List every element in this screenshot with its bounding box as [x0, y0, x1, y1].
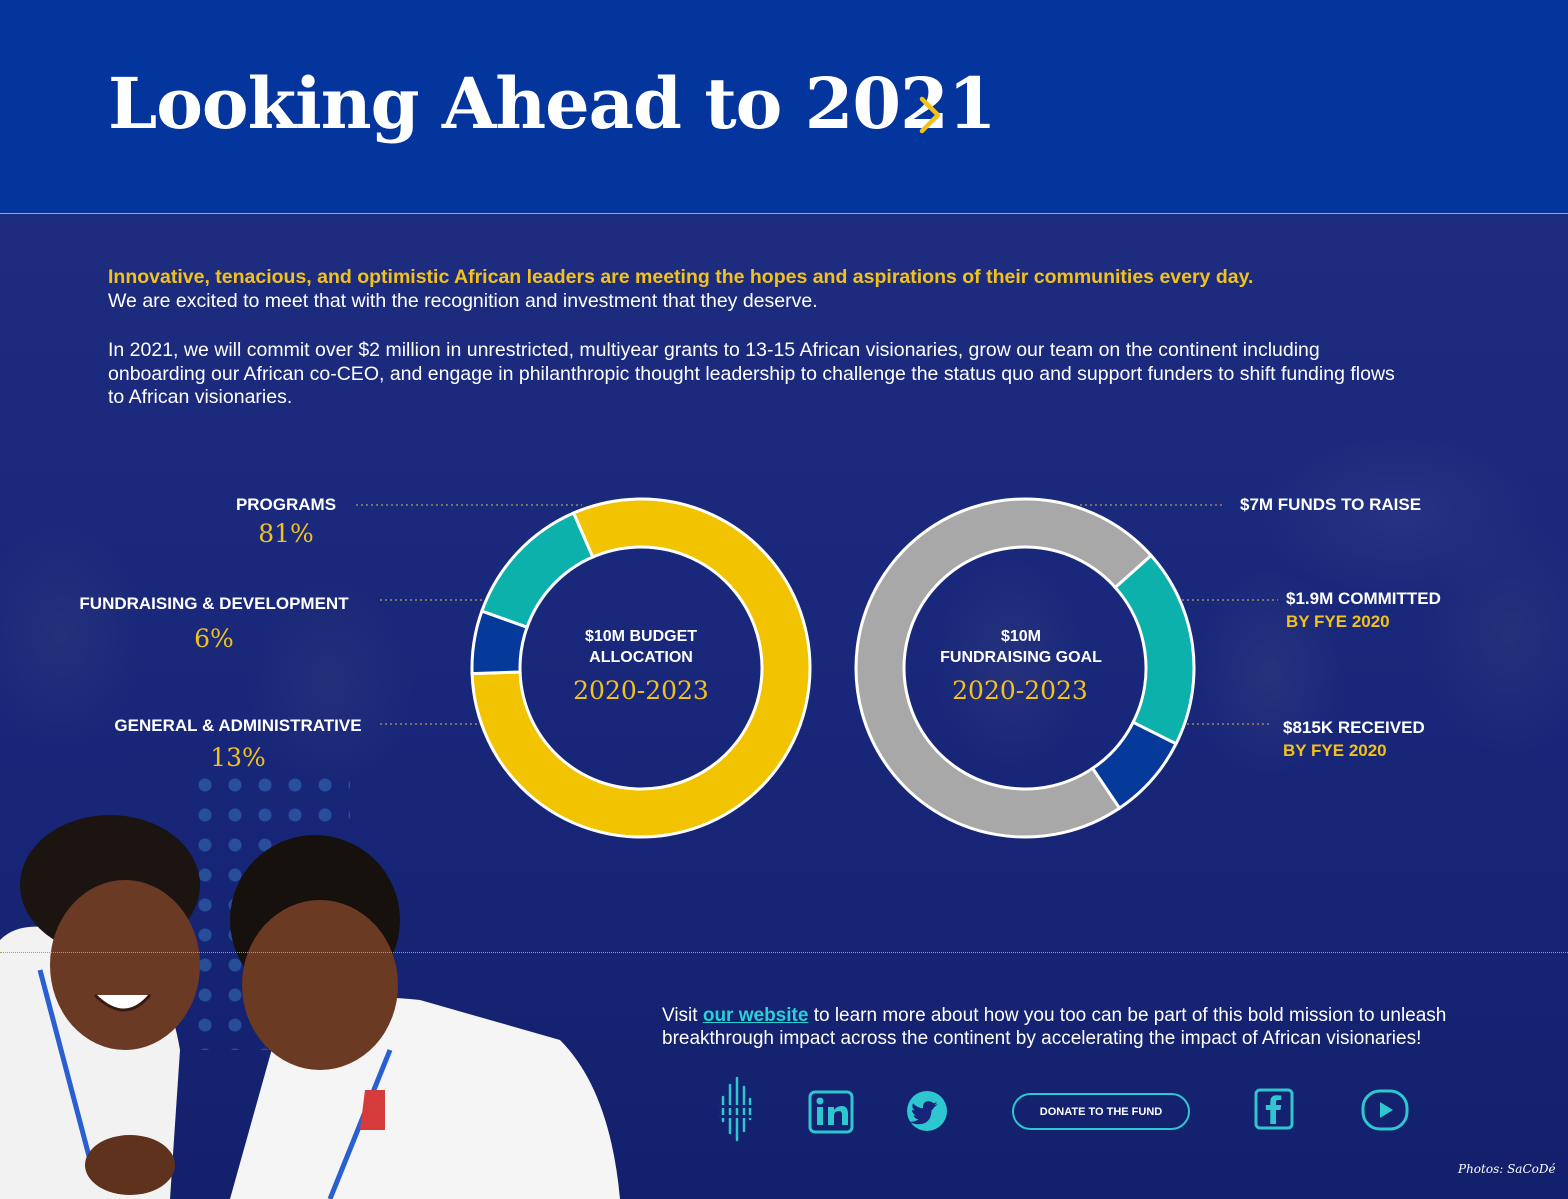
twitter-icon[interactable] — [905, 1089, 949, 1133]
intro-lead: Innovative, tenacious, and optimistic Af… — [108, 266, 1254, 288]
website-link[interactable]: our website — [702, 1005, 809, 1026]
label-funds-to-raise-main: $7M FUNDS TO RAISE — [1240, 495, 1422, 514]
label-received-main: $815K RECEIVED — [1283, 718, 1425, 737]
footer-text-after: to learn more about how you too can be p… — [662, 1005, 1447, 1049]
footer-text: Visit our website to learn more about ho… — [662, 1004, 1522, 1050]
facebook-icon[interactable] — [1254, 1088, 1294, 1130]
fund-logo-icon[interactable] — [718, 1075, 752, 1143]
label-committed: $1.9M COMMITTED BY FYE 2020 — [1286, 587, 1441, 633]
fundraising-donut — [854, 497, 1196, 839]
label-fundraising-development: FUNDRAISING & DEVELOPMENT — [79, 594, 349, 613]
intro-paragraph: In 2021, we will commit over $2 million … — [108, 339, 1395, 408]
budget-center-caption: $10M BUDGET ALLOCATION — [541, 626, 741, 668]
fundraising-years: 2020-2023 — [952, 676, 1088, 705]
label-received: $815K RECEIVED BY FYE 2020 — [1283, 716, 1425, 762]
footer-divider — [0, 952, 1568, 953]
value-programs: 81% — [258, 519, 314, 548]
label-received-sub: BY FYE 2020 — [1283, 741, 1387, 760]
budget-center-line2: ALLOCATION — [589, 649, 693, 666]
value-fundraising-development: 6% — [194, 624, 234, 653]
footer-text-before: Visit — [662, 1005, 703, 1026]
budget-center-line1: $10M BUDGET — [584, 628, 698, 645]
intro-subtext: We are excited to meet that with the rec… — [108, 290, 818, 312]
value-general-administrative: 13% — [210, 743, 266, 772]
header-banner: Looking Ahead to 2021 — [0, 0, 1568, 214]
fundraising-center-line2: FUNDRAISING GOAL — [940, 649, 1102, 666]
fundraising-center-line1: $10M — [1000, 628, 1042, 645]
donate-button[interactable]: DONATE TO THE FUND — [1012, 1093, 1190, 1130]
budget-donut — [470, 497, 812, 839]
slice-general-administrative — [479, 511, 595, 630]
label-funds-to-raise: $7M FUNDS TO RAISE — [1240, 495, 1421, 515]
photo-credit: Photos: SaCoDé — [1458, 1162, 1556, 1176]
slice-funds-to-raise — [854, 497, 1154, 839]
budget-years: 2020-2023 — [573, 676, 709, 705]
youtube-icon[interactable] — [1361, 1088, 1409, 1132]
slice-programs — [470, 497, 812, 839]
label-programs: PROGRAMS — [235, 495, 337, 514]
chevron-right-icon[interactable] — [914, 93, 948, 137]
slice-committed — [1113, 553, 1196, 746]
linkedin-icon[interactable] — [808, 1090, 854, 1134]
label-committed-main: $1.9M COMMITTED — [1286, 589, 1441, 608]
page-title: Looking Ahead to 2021 — [108, 62, 997, 145]
label-general-administrative: GENERAL & ADMINISTRATIVE — [114, 716, 362, 735]
fundraising-center-caption: $10M FUNDRAISING GOAL — [921, 626, 1121, 668]
photo-students — [0, 815, 620, 1199]
slice-received — [1090, 720, 1179, 811]
label-committed-sub: BY FYE 2020 — [1286, 612, 1390, 631]
